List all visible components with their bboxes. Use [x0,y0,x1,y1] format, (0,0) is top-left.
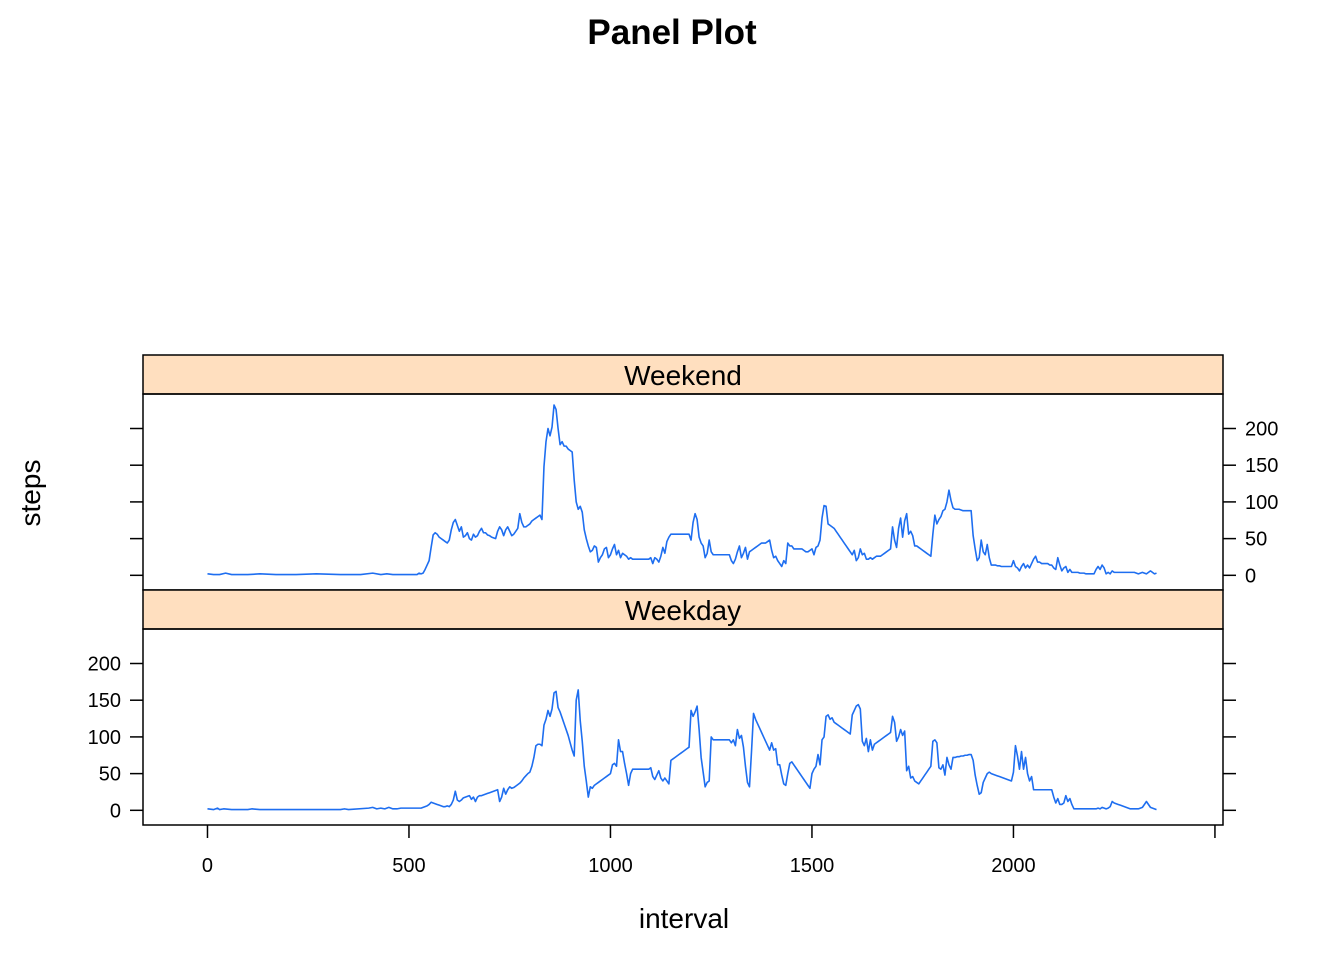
weekday-strip [142,589,1224,630]
weekend-panel-frame [142,393,1224,591]
weekend-y-tick-label: 50 [1245,529,1267,551]
weekday-y-tick-label: 100 [88,727,121,749]
weekday-y-tick-label: 200 [88,654,121,676]
weekday-y-tick-label: 150 [88,690,121,712]
weekend-y-tick-label: 0 [1245,565,1256,587]
weekend-strip-label: Weekend [624,360,742,391]
chart-title: Panel Plot [587,13,757,52]
x-axis-label: interval [639,903,729,934]
x-tick-label: 500 [392,855,425,877]
weekend-series-line [207,404,1157,576]
weekday-strip-label: Weekday [625,595,741,626]
x-tick-label: 0 [202,855,213,877]
x-tick-label: 1000 [588,855,633,877]
weekend-y-tick-label: 100 [1245,492,1278,514]
weekend-y-tick-label: 200 [1245,419,1278,441]
weekday-series-line [207,689,1157,811]
x-tick-label: 1500 [790,855,835,877]
weekday-y-tick-label: 50 [99,764,121,786]
weekday-panel-frame [142,628,1224,826]
x-tick-label: 2000 [991,855,1036,877]
weekday-y-tick-label: 0 [110,800,121,822]
y-axis-label: steps [15,460,46,527]
weekend-y-tick-label: 150 [1245,455,1278,477]
weekend-strip [142,354,1224,395]
